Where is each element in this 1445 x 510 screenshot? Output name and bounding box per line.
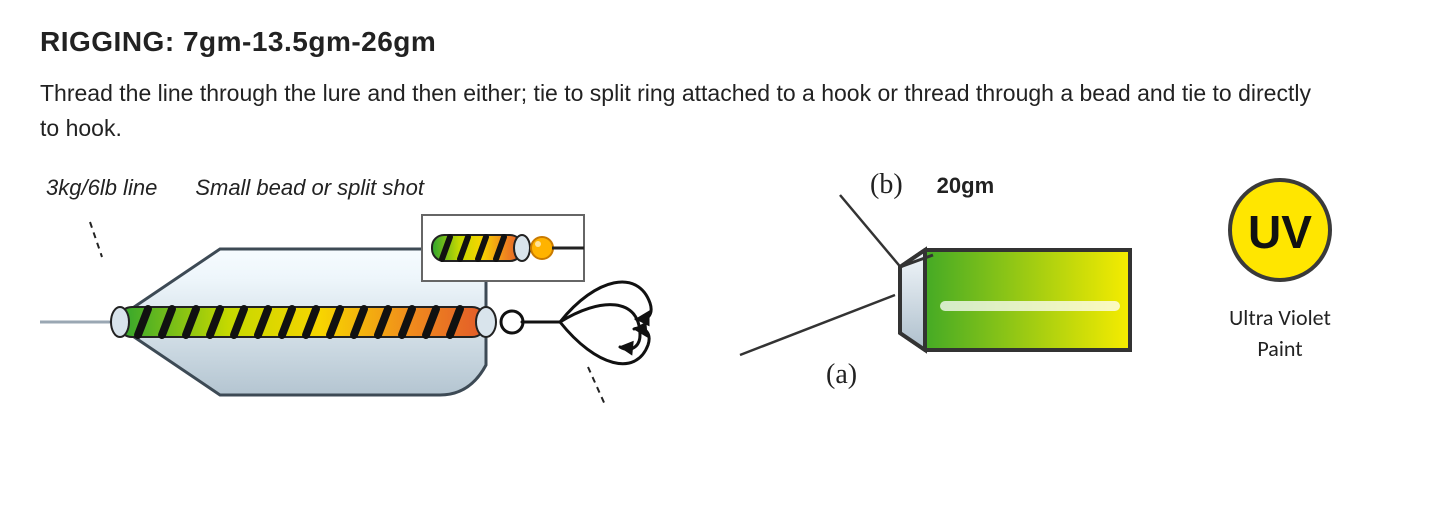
uv-badge-text: UV <box>1248 206 1312 258</box>
callout-dash-hook <box>588 367 606 407</box>
label-weight: 20gm <box>937 173 994 199</box>
uv-badge-icon: UV <box>1225 175 1335 285</box>
page-title: RIGGING: 7gm-13.5gm-26gm <box>40 26 1405 58</box>
label-bead-spec: Small bead or split shot <box>195 175 424 201</box>
rigging-diagram: RIGGING: 7gm-13.5gm-26gm Thread the line… <box>0 0 1445 510</box>
lure-nose-body <box>900 250 1130 350</box>
treble-hook-icon <box>522 282 651 364</box>
label-b: (b) <box>870 169 903 201</box>
bead-icon <box>531 237 553 259</box>
tube-end-left <box>111 307 129 337</box>
callout-dash-line <box>90 222 102 257</box>
uv-caption: Ultra Violet Paint <box>1180 303 1380 365</box>
panel-detail-b: (b) 20gm <box>720 175 1140 395</box>
inset-alt <box>422 215 584 281</box>
line-a-icon <box>740 295 895 355</box>
detail-b-svg <box>720 175 1140 395</box>
label-a: (a) <box>826 359 857 391</box>
line-b-icon <box>840 195 903 270</box>
tube-end-right <box>476 307 496 337</box>
split-ring-icon <box>501 311 523 333</box>
panel-main-lure: 3kg/6lb line Small bead or split shot <box>40 175 680 427</box>
uv-caption-line2: Paint <box>1257 335 1302 362</box>
main-lure-svg <box>40 207 680 427</box>
uv-caption-line1: Ultra Violet <box>1229 304 1331 331</box>
panel-uv: UV Ultra Violet Paint <box>1180 175 1380 365</box>
description-text: Thread the line through the lure and the… <box>40 76 1320 145</box>
lure-highlight <box>940 301 1120 311</box>
figure-row: 3kg/6lb line Small bead or split shot <box>40 175 1405 435</box>
label-line-spec: 3kg/6lb line <box>46 175 157 201</box>
